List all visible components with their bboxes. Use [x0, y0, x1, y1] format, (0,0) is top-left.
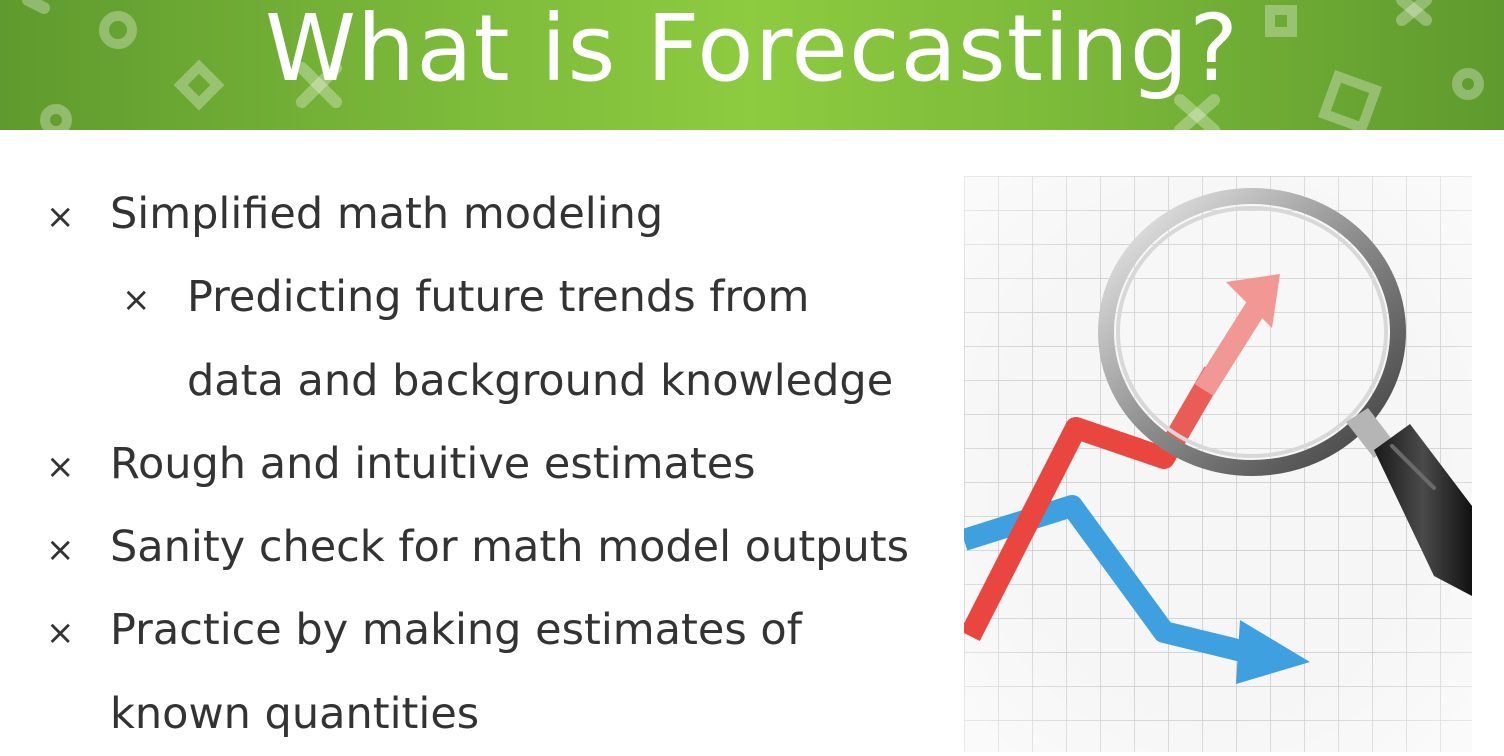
bullet-item: Simplified math modeling — [110, 189, 664, 239]
bullet-marker: × — [46, 197, 75, 237]
bullet-marker: × — [46, 530, 75, 570]
magnifier-chart-image — [960, 176, 1472, 752]
bullet-marker: × — [46, 613, 75, 653]
sub-bullet-marker: × — [122, 280, 151, 320]
sub-bullet-item-continuation: data and background knowledge — [187, 356, 894, 406]
bullet-item: Rough and intuitive estimates — [110, 439, 756, 489]
slide-title: What is Forecasting? — [264, 0, 1240, 102]
forecast-illustration — [960, 176, 1472, 752]
bullet-item: Sanity check for math model outputs — [110, 522, 909, 572]
bullet-item-continuation: known quantities — [110, 689, 480, 739]
title-banner: What is Forecasting? — [0, 0, 1504, 130]
bullet-item: Practice by making estimates of — [110, 605, 802, 655]
magnifying-glass-icon — [1098, 188, 1472, 596]
sub-bullet-item: Predicting future trends from — [187, 272, 810, 322]
bullet-marker: × — [46, 447, 75, 487]
upward-trend-arrow — [960, 274, 1280, 641]
banner-decoration — [22, 0, 1484, 130]
